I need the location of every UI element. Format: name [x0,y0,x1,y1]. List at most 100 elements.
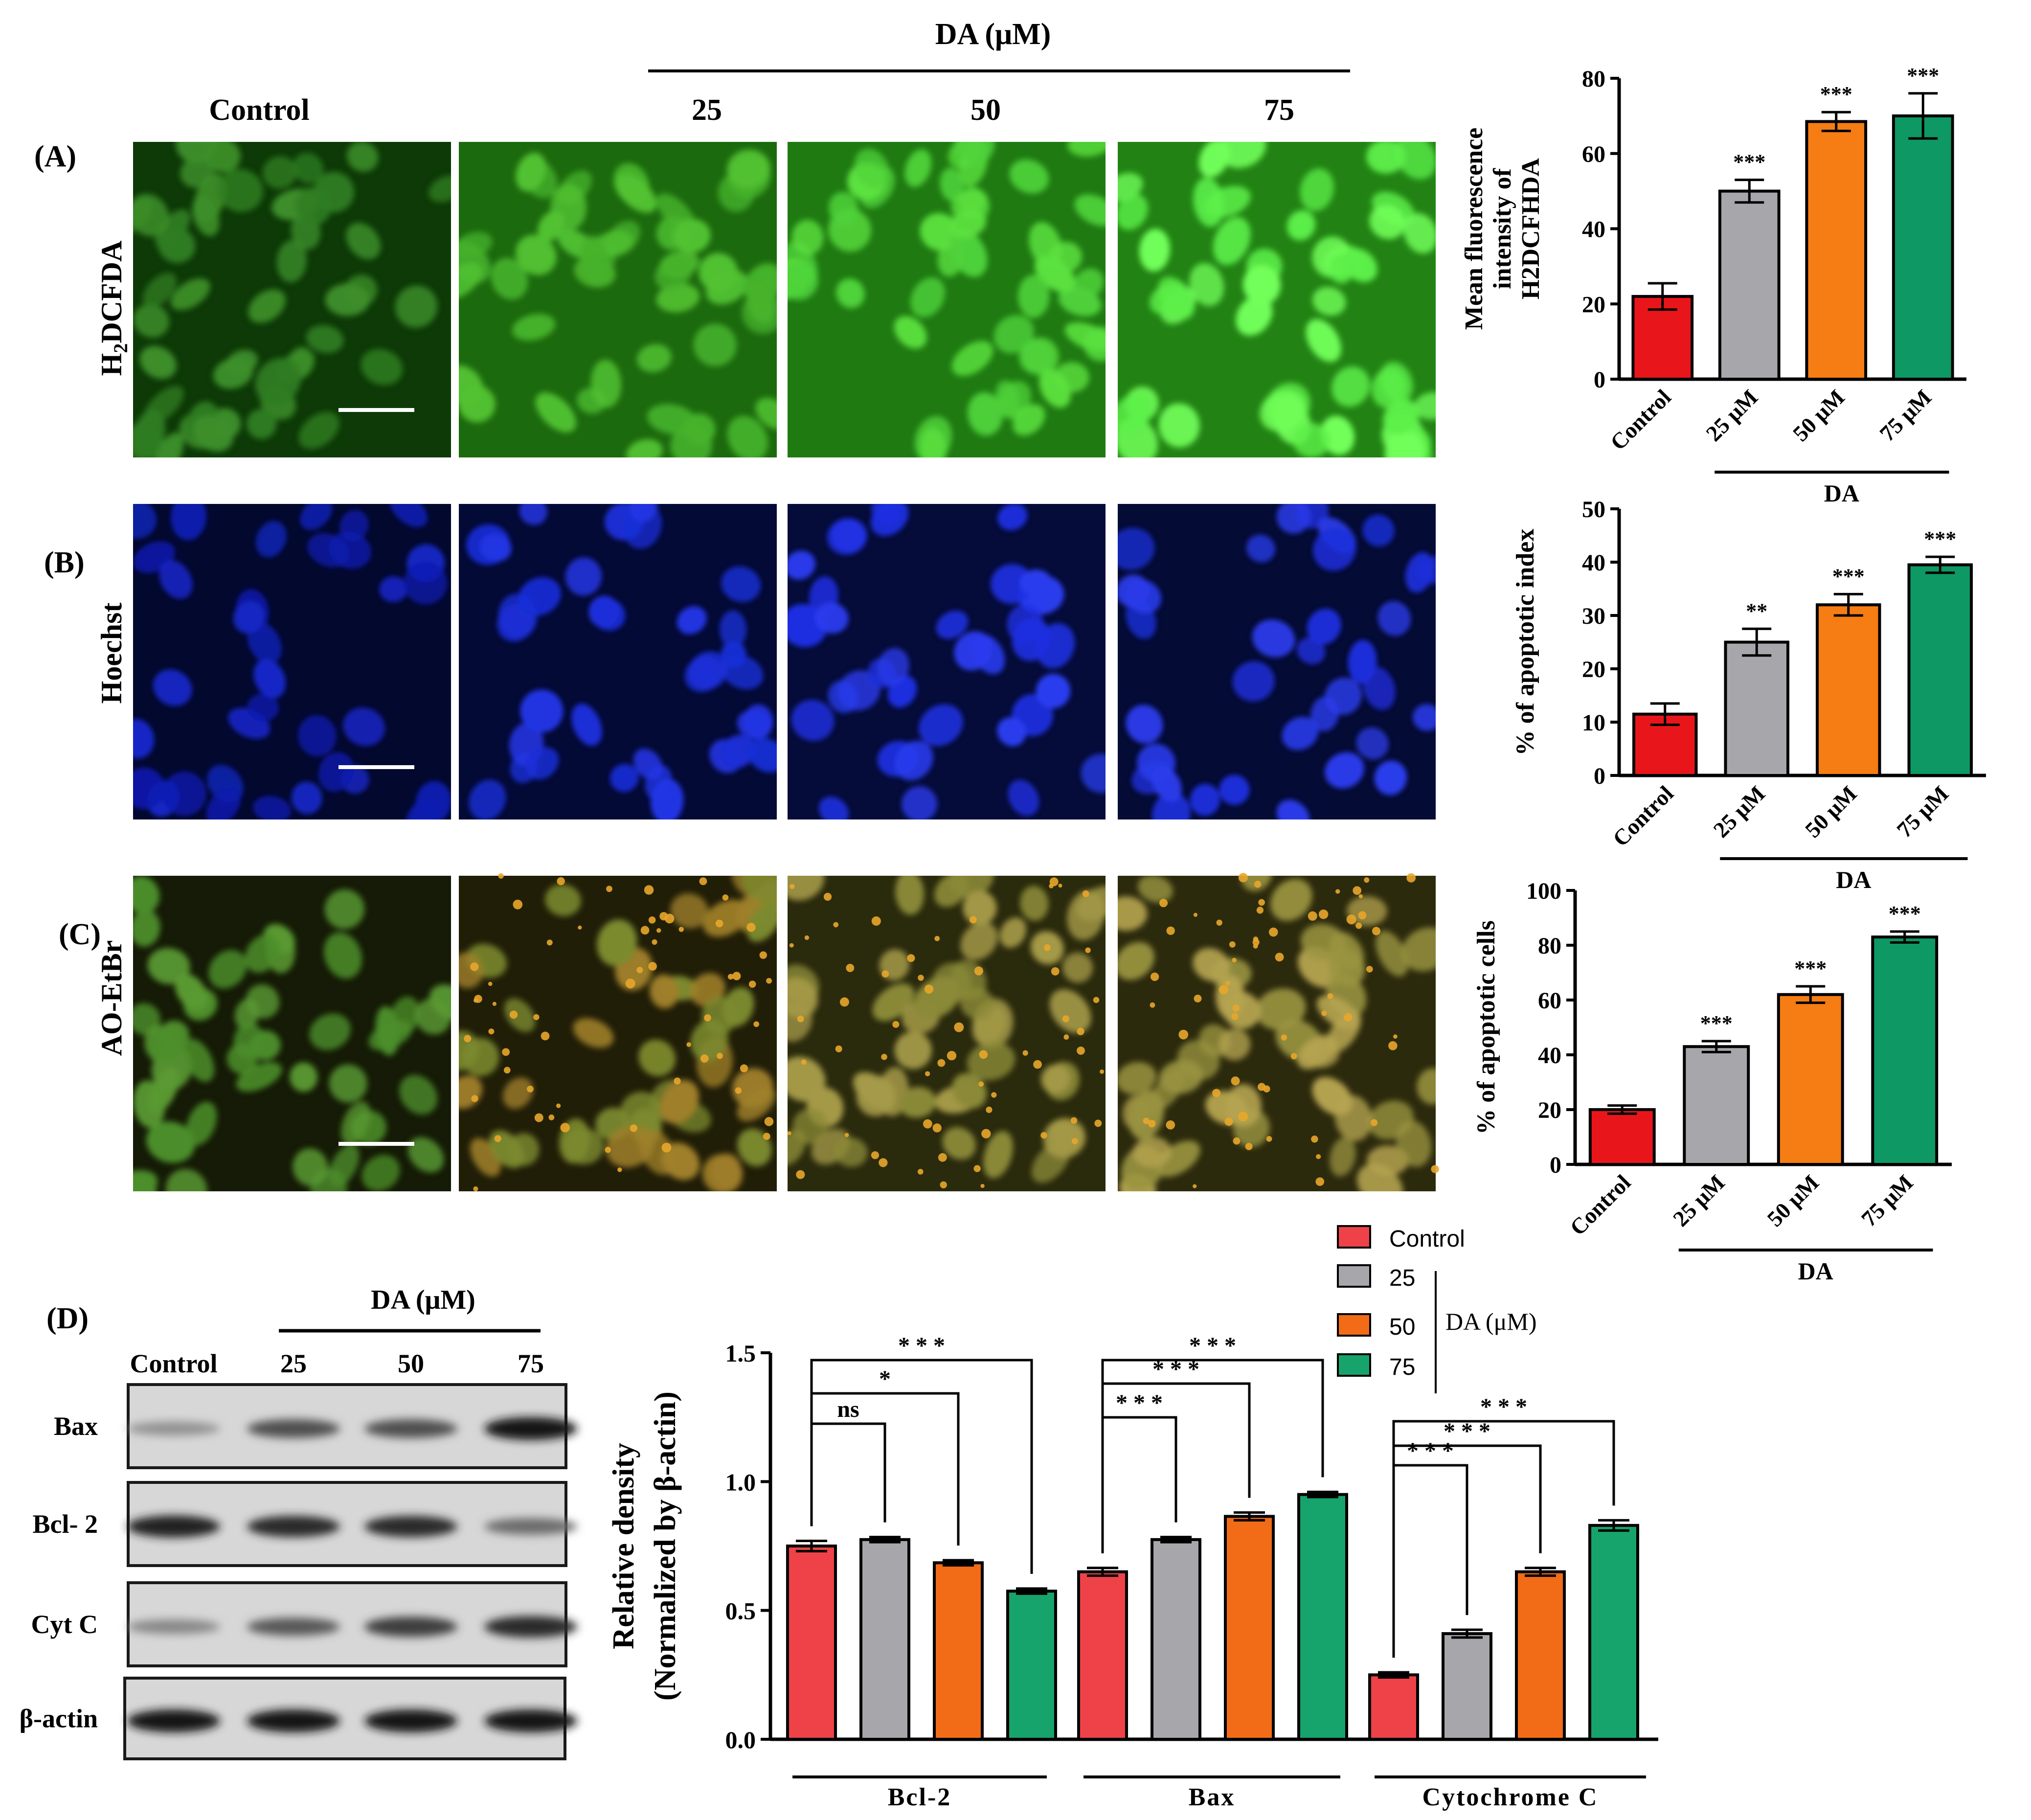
cell [1213,217,1251,265]
western-lane-labels: Control 25 50 75 [130,1349,544,1378]
apoptotic-dot [1321,1010,1327,1016]
apoptotic-dot [844,1133,849,1138]
cell [324,889,365,929]
apoptotic-dot [1232,1004,1240,1012]
apoptotic-dot [1071,1138,1078,1144]
y-tick-label: 0 [1594,763,1605,789]
apoptotic-dot [1077,1046,1085,1055]
cell [649,974,679,1009]
apoptotic-dot [717,1052,723,1059]
apoptotic-dot [823,892,832,901]
cell [971,634,1005,674]
significance-bracket [810,1359,1033,1574]
cell [537,210,564,242]
cell [175,973,208,1011]
cell [379,576,407,602]
cell [139,346,177,379]
apoptotic-dot [1022,1050,1028,1056]
band [127,1515,220,1538]
row-a-stain: H2DCFDA [95,241,132,376]
apoptotic-dot [1143,1117,1150,1124]
apoptotic-dot [1370,1119,1378,1126]
cell [948,209,987,239]
bar [1816,603,1881,777]
cell [1219,142,1266,168]
cell [246,984,280,1019]
apoptotic-dot [1085,947,1091,953]
cell [1232,661,1275,702]
apoptotic-dot [1216,919,1222,926]
legend-swatch [1337,1225,1371,1249]
cell [1020,886,1049,921]
category-label: 75 μM [1856,1170,1918,1231]
legend-label: 25 [1389,1265,1415,1291]
cell [1401,927,1436,972]
cell [1189,263,1224,306]
cell [535,392,576,432]
cell [459,952,484,988]
apoptotic-dot [1254,881,1262,888]
cell [727,415,768,457]
cell [459,262,482,300]
apoptotic-dot [1315,1177,1325,1186]
cell [954,142,995,165]
apoptotic-dot [1358,911,1367,920]
bar [1892,114,1954,381]
apoptotic-dot [526,1085,534,1092]
apoptotic-dot [1040,1132,1047,1139]
apoptotic-dot [1275,953,1284,962]
micrograph-row2-col1 [133,504,451,819]
row-b-letter: (B) [44,546,85,579]
band [127,1619,220,1634]
cell [165,1169,207,1191]
bar [1777,993,1844,1166]
microscopy-grid [133,142,1439,1191]
cell [904,149,931,187]
y-tick-label: 100 [1526,878,1561,904]
cell [1043,1118,1086,1159]
cell [323,932,362,979]
cell [727,149,770,189]
cell [620,1092,662,1135]
apoptotic-dot [1063,1034,1069,1040]
legend-swatch [1337,1264,1371,1288]
apoptotic-dot [871,916,881,926]
y-axis-label: % of apoptotic index [1512,529,1539,756]
cell [949,229,988,277]
cell [512,314,556,341]
blot-1: Bcl- 2 [33,1481,577,1567]
cell [590,359,622,408]
cell [346,142,379,172]
apoptotic-dot [699,877,707,886]
cell [1219,774,1250,805]
cell [502,1077,533,1109]
cell [894,1031,932,1069]
apoptotic-dot [1290,1053,1297,1060]
apoptotic-dot [1150,972,1159,981]
cell [1019,340,1054,374]
apoptotic-dot [473,1186,478,1191]
cell [1383,399,1420,435]
cell [1292,423,1331,457]
apoptotic-dot [1232,957,1237,963]
cell [159,560,193,599]
apoptotic-dot [1049,884,1054,888]
cell [597,919,637,966]
cell [1118,393,1153,434]
micrograph-row2-col2 [459,504,777,819]
apoptotic-dot [1327,993,1333,1000]
apoptotic-dot [1033,1060,1042,1069]
western-da-group: DA (μM) [371,1285,475,1315]
apoptotic-dot [839,997,849,1007]
cell [1062,952,1093,983]
blot-3: β-actin [20,1677,577,1760]
apoptotic-dot [763,1133,770,1140]
cell [415,781,451,819]
cell [263,156,297,189]
cell [791,700,835,741]
apoptotic-dot [606,886,612,892]
cells-layer [1118,142,1436,457]
chart-d-legend: Control 25 50 75 DA (μM) [1337,1225,1537,1393]
cell [1074,194,1106,227]
cell [1312,1077,1353,1116]
